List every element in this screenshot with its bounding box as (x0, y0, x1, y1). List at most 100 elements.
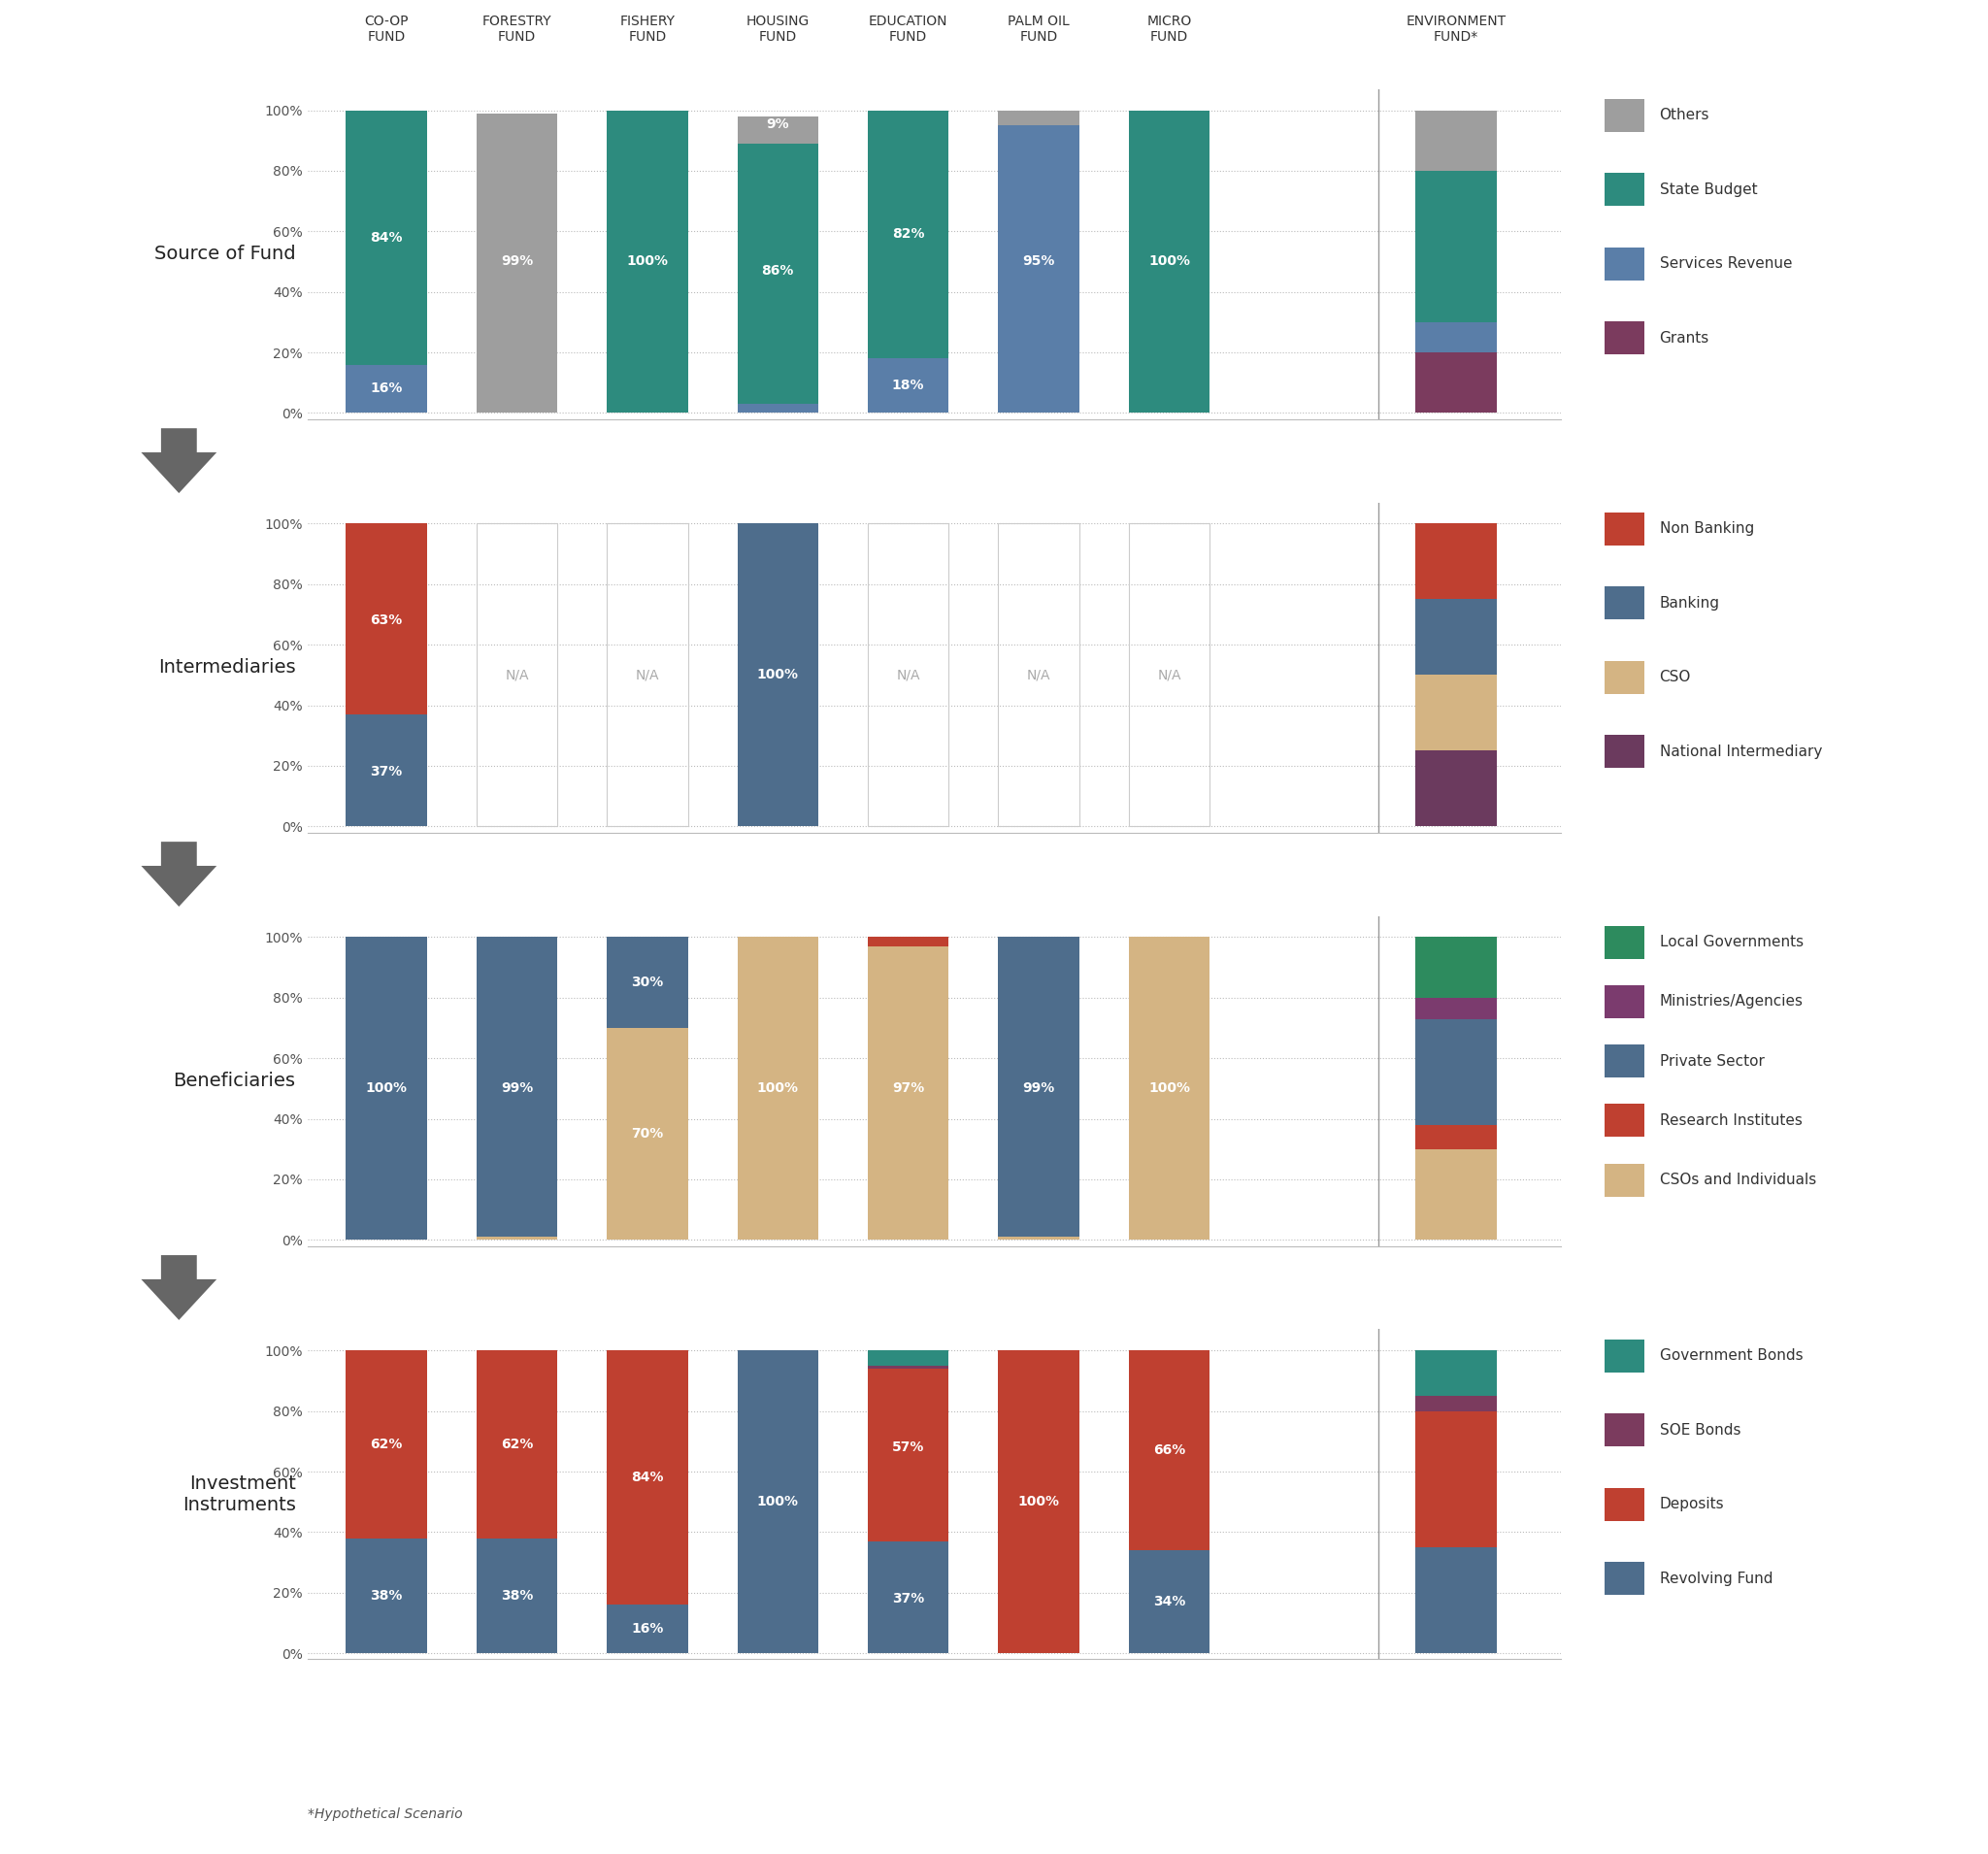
Bar (1415, 997, 1497, 1020)
Text: 100%: 100% (757, 667, 799, 682)
Bar (869, 358, 948, 413)
Bar (477, 113, 557, 413)
Bar (1415, 599, 1497, 675)
Text: 18%: 18% (893, 378, 924, 393)
Bar (998, 126, 1079, 413)
Text: N/A: N/A (1028, 667, 1050, 682)
Text: 99%: 99% (501, 1081, 533, 1096)
Bar (1415, 936, 1497, 997)
Text: FISHERY
FUND: FISHERY FUND (620, 15, 676, 44)
Text: 37%: 37% (893, 1593, 924, 1606)
FancyBboxPatch shape (1604, 1561, 1644, 1594)
Bar (869, 523, 948, 827)
Text: SOE Bonds: SOE Bonds (1660, 1422, 1741, 1437)
Text: 99%: 99% (1022, 1081, 1056, 1096)
Bar (346, 714, 427, 827)
Bar (738, 143, 819, 404)
Text: 100%: 100% (1018, 1494, 1060, 1509)
Bar (1415, 675, 1497, 751)
Bar (1415, 109, 1497, 171)
Bar (738, 936, 819, 1240)
Text: Government Bonds: Government Bonds (1660, 1348, 1803, 1363)
Bar (998, 1350, 1079, 1654)
FancyBboxPatch shape (1604, 925, 1644, 959)
Text: 16%: 16% (630, 1622, 664, 1635)
Text: HOUSING
FUND: HOUSING FUND (746, 15, 809, 44)
FancyBboxPatch shape (1604, 247, 1644, 280)
Text: 37%: 37% (370, 766, 402, 779)
Bar (869, 1368, 948, 1541)
Text: Deposits: Deposits (1660, 1496, 1724, 1511)
Text: Banking: Banking (1660, 595, 1720, 610)
Bar (1415, 352, 1497, 413)
Text: 100%: 100% (366, 1081, 408, 1096)
FancyBboxPatch shape (1604, 586, 1644, 619)
Text: Research Institutes: Research Institutes (1660, 1112, 1801, 1127)
Bar (346, 523, 427, 714)
FancyBboxPatch shape (1604, 321, 1644, 354)
Text: N/A: N/A (636, 667, 660, 682)
Bar (998, 109, 1079, 126)
Text: 100%: 100% (757, 1494, 799, 1509)
Bar (869, 1541, 948, 1654)
Bar (1415, 1548, 1497, 1654)
Text: 34%: 34% (1153, 1594, 1185, 1609)
FancyBboxPatch shape (1604, 98, 1644, 132)
Text: CSO: CSO (1660, 669, 1692, 684)
Bar (477, 523, 557, 827)
Bar (738, 523, 819, 827)
Text: 100%: 100% (757, 1081, 799, 1096)
Bar (477, 1350, 557, 1539)
Text: 38%: 38% (501, 1589, 533, 1602)
Text: National Intermediary: National Intermediary (1660, 743, 1821, 758)
Text: 62%: 62% (370, 1437, 404, 1452)
Text: Intermediaries: Intermediaries (159, 658, 296, 677)
Text: 84%: 84% (630, 1470, 664, 1485)
Text: 84%: 84% (370, 230, 404, 245)
Text: 57%: 57% (893, 1441, 924, 1454)
Bar (738, 117, 819, 143)
Text: 97%: 97% (893, 1081, 924, 1096)
Bar (477, 936, 557, 1237)
Text: 9%: 9% (765, 117, 789, 130)
Bar (998, 1237, 1079, 1240)
Bar (1415, 1125, 1497, 1149)
Bar (869, 1366, 948, 1368)
Bar (1129, 109, 1209, 413)
Bar (1415, 1350, 1497, 1396)
FancyBboxPatch shape (1604, 660, 1644, 693)
Bar (1415, 751, 1497, 827)
Bar (346, 109, 427, 365)
Text: MICRO
FUND: MICRO FUND (1147, 15, 1191, 44)
Bar (606, 936, 688, 1027)
Bar (1415, 1411, 1497, 1548)
Text: EDUCATION
FUND: EDUCATION FUND (869, 15, 948, 44)
Text: ENVIRONMENT
FUND*: ENVIRONMENT FUND* (1406, 15, 1507, 44)
Text: Private Sector: Private Sector (1660, 1053, 1763, 1068)
FancyBboxPatch shape (1604, 1487, 1644, 1520)
Bar (606, 1350, 688, 1606)
Text: CO-OP
FUND: CO-OP FUND (364, 15, 408, 44)
FancyBboxPatch shape (1604, 1164, 1644, 1196)
Text: CSOs and Individuals: CSOs and Individuals (1660, 1172, 1817, 1187)
Bar (1129, 523, 1209, 827)
Bar (606, 109, 688, 413)
Bar (346, 936, 427, 1240)
Bar (1415, 1020, 1497, 1125)
Text: Beneficiaries: Beneficiaries (173, 1072, 296, 1090)
Bar (1129, 1350, 1209, 1550)
Text: 62%: 62% (501, 1437, 533, 1452)
Bar (1129, 936, 1209, 1240)
Bar (346, 1539, 427, 1654)
Bar (606, 1027, 688, 1240)
Text: 82%: 82% (893, 228, 924, 241)
Text: N/A: N/A (1157, 667, 1181, 682)
Text: Revolving Fund: Revolving Fund (1660, 1570, 1773, 1585)
Text: 86%: 86% (761, 263, 793, 278)
Bar (1415, 323, 1497, 352)
Text: Others: Others (1660, 108, 1710, 122)
Bar (869, 936, 948, 946)
Bar (1415, 1396, 1497, 1411)
Bar (869, 1350, 948, 1366)
Bar (477, 1539, 557, 1654)
